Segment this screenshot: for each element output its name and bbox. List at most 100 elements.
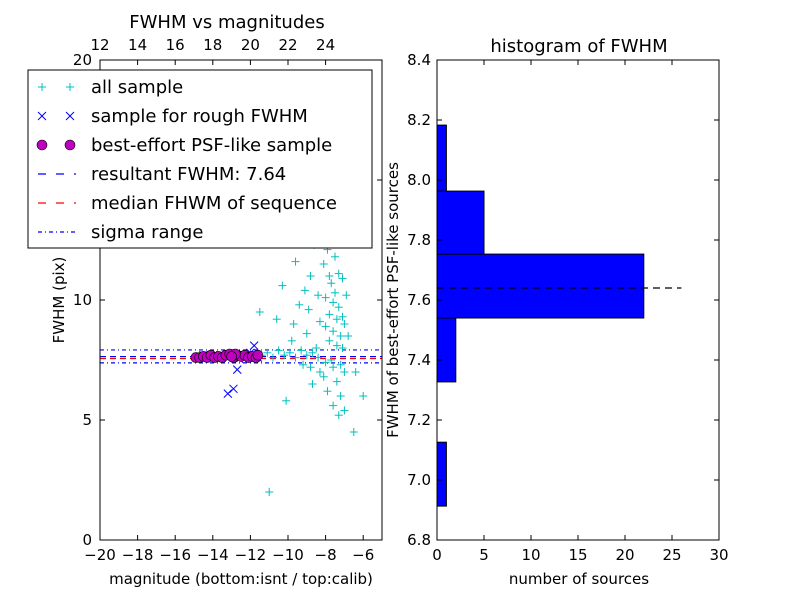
data-point [229,384,238,394]
data-point [325,272,334,280]
legend-label: sample for rough FWHM [91,106,308,127]
legend-entry: resultant FWHM: 7.64 [38,164,286,185]
left-axes: −20−18−16−14−12−10−8−6051015201214161820… [73,36,382,564]
data-point [334,411,343,420]
data-point [329,327,338,336]
data-point [272,315,281,324]
data-point [263,348,272,357]
data-point [334,303,343,312]
left-chart-title: FWHM vs magnitudes [129,12,324,33]
data-point [321,358,330,367]
x-tick-label: −10 [272,546,304,564]
data-point [297,346,306,355]
x-tick-label: −20 [84,546,116,564]
right-chart-title: histogram of FWHM [490,36,667,57]
data-point [319,260,328,268]
right-x-axis-label: number of sources [509,570,649,588]
legend-label: sigma range [91,222,203,243]
legend-marker [64,139,76,151]
y-tick-label: 7.0 [407,471,431,489]
x-tick-label: 25 [662,546,681,564]
data-point [321,293,330,302]
data-point [291,353,300,362]
data-point [327,279,336,288]
y-tick-label: 20 [73,51,92,69]
data-point [336,360,345,369]
data-point [226,351,237,362]
histogram-bar [436,441,447,507]
x-tick-label: 20 [615,546,634,564]
data-point [232,365,242,374]
data-point [302,351,311,360]
data-point [336,332,345,340]
data-point [338,344,347,352]
data-point [327,356,336,364]
data-point [338,312,347,321]
x-tick-label: −6 [352,546,374,564]
legend-label: median FHWM of sequence [91,193,337,214]
y-tick-label: 7.6 [407,291,431,309]
data-point [289,320,298,328]
data-point [338,274,347,283]
data-point [299,360,308,369]
data-point [321,322,330,331]
x-marker-b [37,111,47,121]
histogram-bar [436,124,447,192]
data-point [349,428,358,436]
data-point [359,392,368,400]
legend-marker [65,111,75,121]
data-point [325,310,334,319]
left-y-axis-label: FWHM (pix) [50,257,68,344]
data-point [331,288,339,297]
x-tick-label: 15 [568,546,587,564]
data-point [315,317,324,326]
data-point [249,341,259,350]
data-point [340,320,349,328]
y-tick-label: 8.2 [407,111,431,129]
series-best-effort-psf-like-sample [190,348,264,363]
data-point [342,291,351,300]
legend-marker [38,83,46,91]
data-point [308,348,317,357]
histogram-plot-area [436,124,682,507]
data-point [314,353,323,362]
data-point [334,269,343,278]
left-x-axis-label: magnitude (bottom:isnt / top:calib) [109,570,373,588]
fwhm-vs-magnitude-chart: −20−18−16−14−12−10−8−6051015201214161820… [27,12,383,588]
top-tick-label: 22 [278,36,297,54]
right-y-axis-label: FWHM of best-effort PSF-like sources [384,162,402,438]
histogram-bar [436,253,645,319]
legend-label: best-effort PSF-like sample [91,135,332,156]
legend: all sample sample for rough FWHM best-effo… [27,69,373,249]
x-tick-label: −18 [122,546,154,564]
data-point [306,363,315,372]
right-axes: 0 5 10 15 20 25 30 6.8 7.0 7.2 7.4 7.6 7.8 8.0 8.2 8.4 [407,51,728,564]
y-tick-label: 8.0 [407,171,431,189]
data-point [319,372,328,381]
y-tick-label: 6.8 [407,531,431,549]
data-point [223,389,233,398]
data-point [252,349,264,361]
data-point [315,368,324,376]
y-tick-label: 8.4 [407,51,431,69]
legend-marker [37,111,47,121]
y-tick-label: 5 [82,411,92,429]
x-tick-label: −14 [197,546,229,564]
data-point [340,368,349,376]
legend-marker [36,139,48,151]
x-tick-label: −8 [315,546,337,564]
y-tick-label: 7.8 [407,231,431,249]
y-tick-label: 0 [82,531,92,549]
legend-entry: median FHWM of sequence [38,193,337,214]
data-point [314,291,323,300]
data-point [308,380,317,388]
top-tick-label: 20 [241,36,260,54]
data-point [274,346,283,355]
data-point [302,329,311,338]
legend-entry: best-effort PSF-like sample [36,135,332,156]
legend-entry: sigma range [38,222,203,243]
data-point [351,368,360,376]
data-point [265,488,274,496]
x-tick-label: −16 [159,546,191,564]
